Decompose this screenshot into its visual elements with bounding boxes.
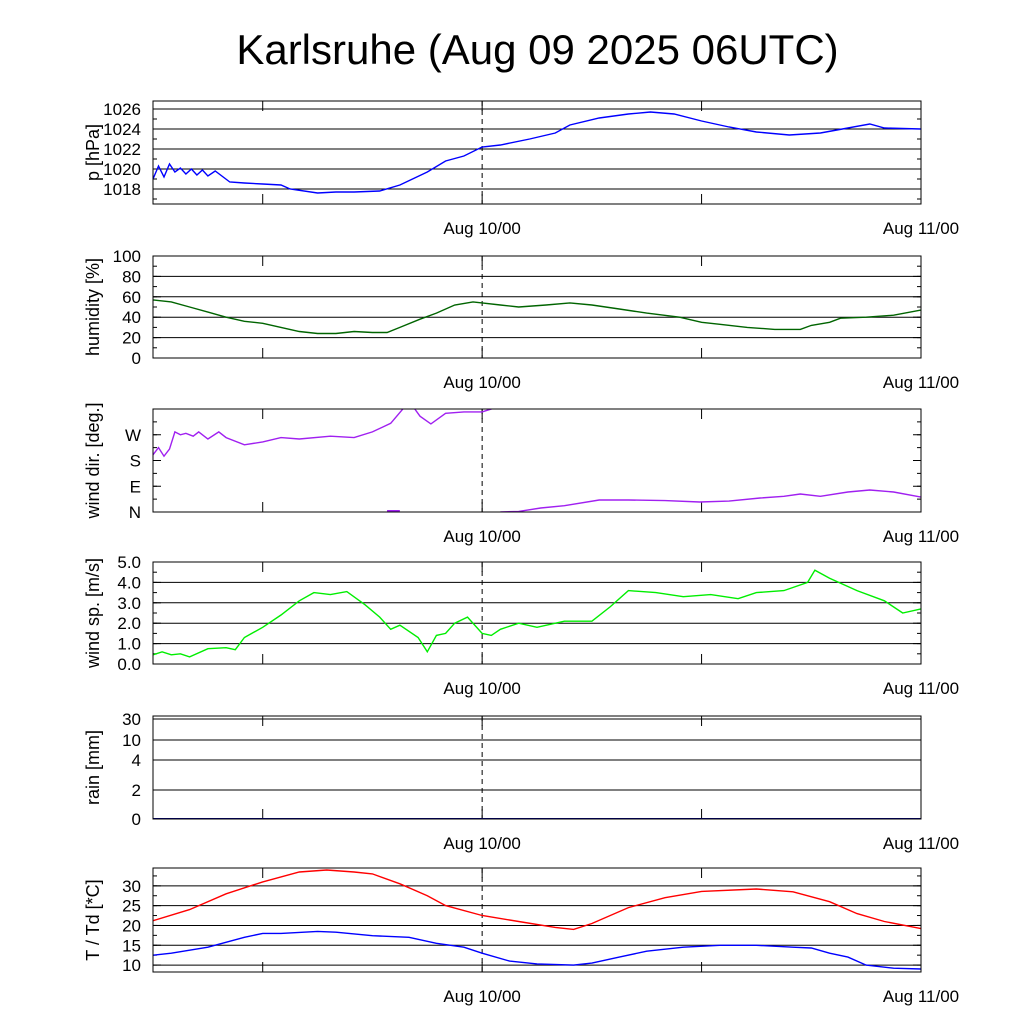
x-tick-label: Aug 11/00 xyxy=(883,527,959,546)
y-axis-label: wind dir. [deg.] xyxy=(83,402,103,519)
y-tick-label: S xyxy=(130,452,141,471)
x-tick-label: Aug 11/00 xyxy=(883,373,959,392)
x-tick-label: Aug 10/00 xyxy=(443,373,521,392)
y-tick-label: 10 xyxy=(122,731,141,750)
y-tick-label: 1026 xyxy=(103,100,141,119)
panel-4: 0 2 410 30 rain [mm] Aug 10/00 Aug 11/00 xyxy=(83,710,959,853)
y-tick-label: 1.0 xyxy=(117,635,141,654)
plot-frame xyxy=(152,715,922,820)
plot-frame xyxy=(152,867,922,973)
plot-frame xyxy=(152,100,922,205)
y-axis-label: rain [mm] xyxy=(83,730,103,805)
y-tick-label: 25 xyxy=(122,897,141,916)
y-tick-label: 2.0 xyxy=(117,614,141,633)
y-tick-label: 30 xyxy=(122,877,141,896)
y-axis-label: p [hPa] xyxy=(83,124,103,181)
x-tick-label: Aug 10/00 xyxy=(443,219,521,238)
y-tick-label: 20 xyxy=(122,329,141,348)
y-tick-label: W xyxy=(125,426,141,445)
y-tick-label: 4.0 xyxy=(117,573,141,592)
series-line-humidity xyxy=(153,299,921,335)
y-tick-label: 5.0 xyxy=(117,553,141,572)
y-tick-label: 0 xyxy=(132,810,141,829)
plot-frame xyxy=(152,561,922,665)
x-tick-label: Aug 10/00 xyxy=(443,834,521,853)
y-axis-label: humidity [%] xyxy=(83,258,103,356)
y-tick-label: 2 xyxy=(132,781,141,800)
y-tick-label: 1020 xyxy=(103,160,141,179)
x-tick-label: Aug 10/00 xyxy=(443,987,521,1006)
y-tick-label: 0.0 xyxy=(117,655,141,674)
plot-frame xyxy=(152,408,922,513)
chart-title: Karlsruhe (Aug 09 2025 06UTC) xyxy=(236,26,839,73)
x-tick-label: Aug 11/00 xyxy=(883,679,959,698)
series-line-wind-speed xyxy=(153,569,921,658)
series-line-wind-direction xyxy=(500,489,921,512)
y-tick-label: 15 xyxy=(122,936,141,955)
y-tick-label: 80 xyxy=(122,267,141,286)
plot-frame xyxy=(152,255,922,359)
series-line-t xyxy=(153,869,921,931)
y-tick-label: 1022 xyxy=(103,140,141,159)
y-tick-label: 1018 xyxy=(103,180,141,199)
y-axis-label: T / Td [*C] xyxy=(83,879,103,960)
series-line-td xyxy=(153,930,921,970)
y-tick-label: 100 xyxy=(113,247,141,266)
y-axis-label: wind sp. [m/s] xyxy=(83,558,103,669)
x-tick-label: Aug 10/00 xyxy=(443,527,521,546)
panel-3: 0.01.0 2.03.0 4.05.0 wind sp. [m/s] Aug 10/0… xyxy=(83,553,959,698)
y-tick-label: 20 xyxy=(122,916,141,935)
y-tick-label: 4 xyxy=(132,751,141,770)
y-tick-label: 60 xyxy=(122,288,141,307)
series-line-wind-direction xyxy=(153,409,494,458)
y-tick-label: 40 xyxy=(122,308,141,327)
y-tick-label: 0 xyxy=(132,349,141,368)
x-tick-label: Aug 11/00 xyxy=(883,219,959,238)
y-tick-label: 1024 xyxy=(103,120,141,139)
y-tick-label: 10 xyxy=(122,956,141,975)
x-tick-label: Aug 10/00 xyxy=(443,679,521,698)
y-tick-label: E xyxy=(130,477,141,496)
y-tick-label: 3.0 xyxy=(117,594,141,613)
y-tick-label: 30 xyxy=(122,710,141,729)
series-line-pressure xyxy=(153,111,921,194)
x-tick-label: Aug 11/00 xyxy=(883,987,959,1006)
x-tick-label: Aug 11/00 xyxy=(883,834,959,853)
y-tick-label: N xyxy=(129,503,141,522)
